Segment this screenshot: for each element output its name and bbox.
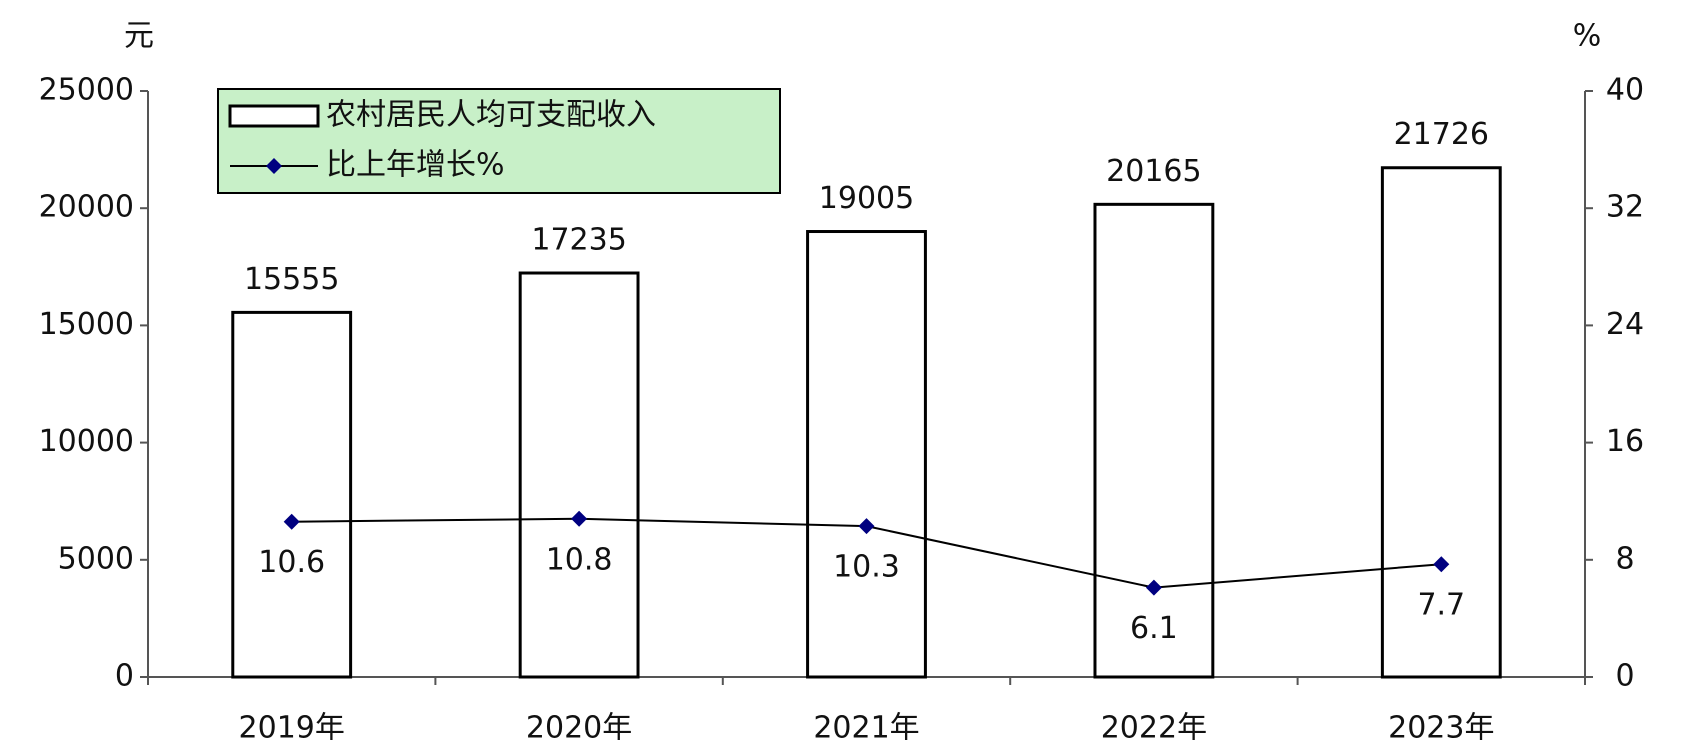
y2-tick-label: 24 xyxy=(1606,307,1644,342)
line-value-label: 10.8 xyxy=(546,542,613,577)
bar-value-label: 21726 xyxy=(1394,117,1489,152)
line-value-label: 10.3 xyxy=(833,550,900,585)
line-value-label: 10.6 xyxy=(258,545,325,580)
y-tick-label: 20000 xyxy=(39,190,134,225)
x-tick-label: 2022年 xyxy=(1101,711,1207,746)
x-tick-label: 2021年 xyxy=(813,711,919,746)
legend-label: 比上年增长% xyxy=(326,148,505,183)
x-tick-label: 2019年 xyxy=(239,711,345,746)
x-tick-label: 2020年 xyxy=(526,711,632,746)
y2-tick-label: 16 xyxy=(1606,424,1644,459)
y-tick-label: 5000 xyxy=(58,541,134,576)
line-value-label: 6.1 xyxy=(1130,611,1178,646)
x-tick-label: 2023年 xyxy=(1388,711,1494,746)
line-marker xyxy=(1433,556,1450,573)
bar xyxy=(518,271,640,679)
y2-tick-label: 0 xyxy=(1615,659,1634,694)
line-marker xyxy=(571,510,588,527)
line-value-label: 7.7 xyxy=(1417,588,1465,623)
bar xyxy=(1380,166,1502,679)
y-tick-label: 10000 xyxy=(39,424,134,459)
line-marker xyxy=(283,513,300,530)
bar xyxy=(1093,202,1215,679)
y2-tick-label: 8 xyxy=(1615,541,1634,576)
y-tick-label: 15000 xyxy=(39,307,134,342)
bar xyxy=(231,310,353,679)
y-tick-label: 0 xyxy=(115,659,134,694)
y2-tick-label: 40 xyxy=(1606,73,1644,108)
bar-value-label: 19005 xyxy=(819,181,914,216)
legend-swatch xyxy=(228,104,320,128)
y2-tick-label: 32 xyxy=(1606,190,1644,225)
bar-value-label: 17235 xyxy=(531,223,626,258)
line-marker xyxy=(858,518,875,535)
bar xyxy=(806,230,927,679)
y2-axis-label: % xyxy=(1573,19,1602,54)
legend-marker xyxy=(266,158,282,174)
legend-label: 农村居民人均可支配收入 xyxy=(326,98,656,133)
y-axis-label: 元 xyxy=(124,19,154,54)
bar-value-label: 20165 xyxy=(1106,154,1201,189)
line-marker xyxy=(1145,579,1162,596)
bar-value-label: 15555 xyxy=(244,262,339,297)
y-tick-label: 25000 xyxy=(39,73,134,108)
